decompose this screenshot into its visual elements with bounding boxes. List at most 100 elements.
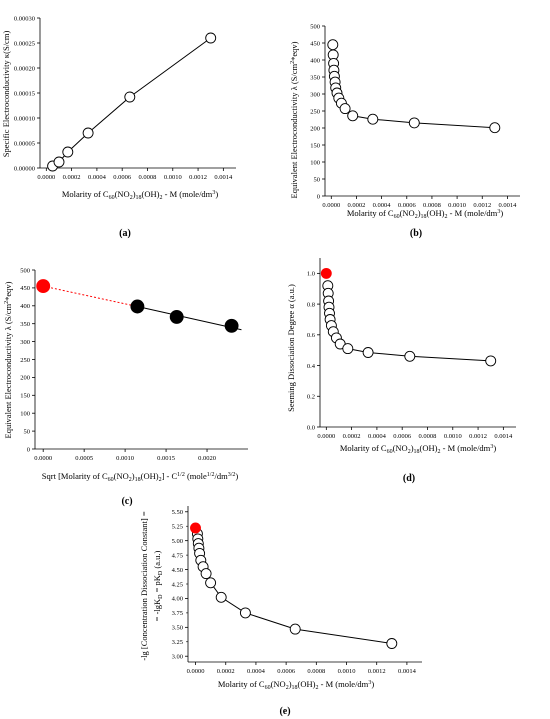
- x-axis-label: Molarity of C60(NO2)18(OH)2 - M (mole/dm…: [218, 679, 374, 691]
- y-axis-label: Equivalent Electroconductivity λ (S/cm2*…: [289, 41, 299, 198]
- data-point: [239, 607, 251, 619]
- filled-data-point: [224, 318, 239, 333]
- y-tick-label: 0.00010: [14, 115, 35, 122]
- y-tick-label: 100: [310, 159, 320, 166]
- y-tick-label: 150: [310, 142, 320, 149]
- fit-line: [137, 306, 242, 331]
- x-axis-label: Sqrt [Molarity of C60(NO2)18(OH)2] - C1/…: [42, 471, 239, 483]
- y-tick-label: 3.50: [172, 625, 183, 632]
- y-tick-label: 0.6: [307, 332, 316, 339]
- red-data-point: [320, 267, 332, 279]
- x-axis-label: Molarity of C60(NO2)18(OH)2 - M (mole/dm…: [347, 208, 503, 220]
- x-tick-label: 0.0014: [494, 433, 513, 440]
- y-tick-label: 4.50: [172, 567, 183, 574]
- x-tick-label: 0.0004: [88, 174, 107, 181]
- panel-label: (e): [279, 706, 290, 717]
- x-tick-label: 0.0005: [75, 455, 93, 462]
- data-point: [205, 32, 217, 44]
- y-tick-label: 300: [310, 91, 320, 98]
- data-point: [289, 623, 301, 635]
- y-tick-label: 50: [24, 428, 31, 435]
- x-tick-label: 0.0002: [348, 202, 366, 209]
- x-tick-label: 0.0004: [247, 668, 266, 675]
- panel-d: 0.0000 0.0002 0.0004 0.0006 0.0008 0.0010 0.00…: [286, 258, 516, 484]
- y-axis-label-line1: -lg [Concentration Dissociation Constant…: [139, 511, 149, 660]
- data-point: [215, 591, 227, 603]
- x-tick-label: 0.0010: [444, 433, 462, 440]
- data-point: [408, 117, 420, 129]
- data-point: [386, 638, 398, 649]
- y-tick-label: 0.00020: [14, 65, 35, 72]
- x-tick-label: 0.0012: [189, 174, 207, 181]
- x-axis-label: Molarity of C60(NO2)18(OH)2 - M (mole/dm…: [340, 443, 496, 455]
- y-tick-label: 0: [27, 446, 30, 453]
- data-point: [362, 347, 374, 358]
- filled-data-point: [130, 299, 145, 314]
- panel-label: (d): [403, 473, 415, 484]
- x-axis-label: Molarity of C60(NO2)18(OH)2 - M (mole/dm…: [62, 189, 218, 201]
- x-tick-label: 0.0006: [113, 174, 132, 181]
- y-tick-label: 0: [317, 193, 320, 200]
- minor-y-tick-label: 4.75: [172, 552, 183, 559]
- data-point: [62, 146, 74, 158]
- y-tick-label: 4.00: [172, 596, 183, 603]
- panel-b: 0.0000 0.0002 0.0004 0.0006 0.0008 0.0010 0.00…: [289, 23, 520, 239]
- y-tick-label: 100: [20, 411, 30, 418]
- y-tick-label: 0.00000: [14, 165, 35, 172]
- y-tick-label: 0.8: [307, 301, 315, 308]
- y-axis-label-line2: = -lgKD = pKD (a.u.): [152, 550, 164, 621]
- y-tick-label: 50: [314, 176, 321, 183]
- x-tick-label: 0.0014: [498, 202, 517, 209]
- x-tick-label: 0.0006: [277, 668, 296, 675]
- y-tick-label: 250: [310, 108, 320, 115]
- y-tick-label: 3.00: [172, 654, 183, 661]
- minor-y-tick-label: 3.25: [172, 639, 183, 646]
- x-tick-label: 0.0008: [307, 668, 325, 675]
- x-tick-label: 0.0000: [322, 202, 340, 209]
- data-point: [342, 343, 354, 355]
- x-tick-label: 0.0014: [214, 174, 233, 181]
- x-tick-label: 0.0010: [448, 202, 466, 209]
- data-point: [347, 110, 359, 122]
- x-tick-label: 0.0014: [398, 668, 417, 675]
- minor-y-tick-label: 4.25: [172, 581, 183, 588]
- data-point: [205, 577, 217, 589]
- data-point: [53, 156, 65, 168]
- y-tick-label: 0.00030: [14, 15, 35, 22]
- y-tick-label: 200: [310, 125, 320, 132]
- data-point: [367, 113, 379, 125]
- y-tick-label: 450: [310, 40, 320, 47]
- x-tick-label: 0.0002: [343, 433, 361, 440]
- y-tick-label: 0.4: [307, 363, 316, 370]
- data-point: [339, 103, 351, 115]
- x-tick-label: 0.0012: [368, 668, 386, 675]
- y-tick-label: 200: [20, 375, 30, 382]
- panel-label: (a): [119, 228, 131, 239]
- red-data-point: [36, 279, 51, 294]
- x-tick-label: 0.0006: [398, 202, 417, 209]
- x-tick-label: 0.0008: [139, 174, 157, 181]
- data-point: [82, 127, 94, 139]
- x-tick-label: 0.0020: [198, 455, 216, 462]
- panel-c: 0.0000 0.0005 0.0010 0.0015 0.0020 0 50 100 150 2…: [3, 267, 248, 507]
- y-tick-label: 0.00025: [14, 40, 35, 47]
- x-tick-label: 0.0002: [217, 668, 235, 675]
- y-tick-label: 1.0: [307, 271, 315, 278]
- x-tick-label: 0.0000: [317, 433, 335, 440]
- x-tick-label: 0.0008: [419, 433, 437, 440]
- y-tick-label: 500: [310, 23, 320, 30]
- red-data-point: [190, 522, 201, 534]
- panel-label: (b): [410, 228, 422, 239]
- y-tick-label: 0.00005: [14, 140, 35, 147]
- data-point: [485, 355, 497, 367]
- y-tick-label: 5.00: [172, 538, 183, 545]
- data-point: [404, 350, 416, 362]
- x-tick-label: 0.0010: [164, 174, 182, 181]
- x-tick-label: 0.0012: [473, 202, 491, 209]
- data-point: [124, 91, 136, 103]
- data-point: [327, 39, 339, 51]
- minor-y-tick-label: 3.75: [172, 610, 183, 617]
- y-tick-label: 400: [20, 303, 30, 310]
- y-tick-label: 400: [310, 57, 320, 64]
- x-tick-label: 0.0004: [368, 433, 387, 440]
